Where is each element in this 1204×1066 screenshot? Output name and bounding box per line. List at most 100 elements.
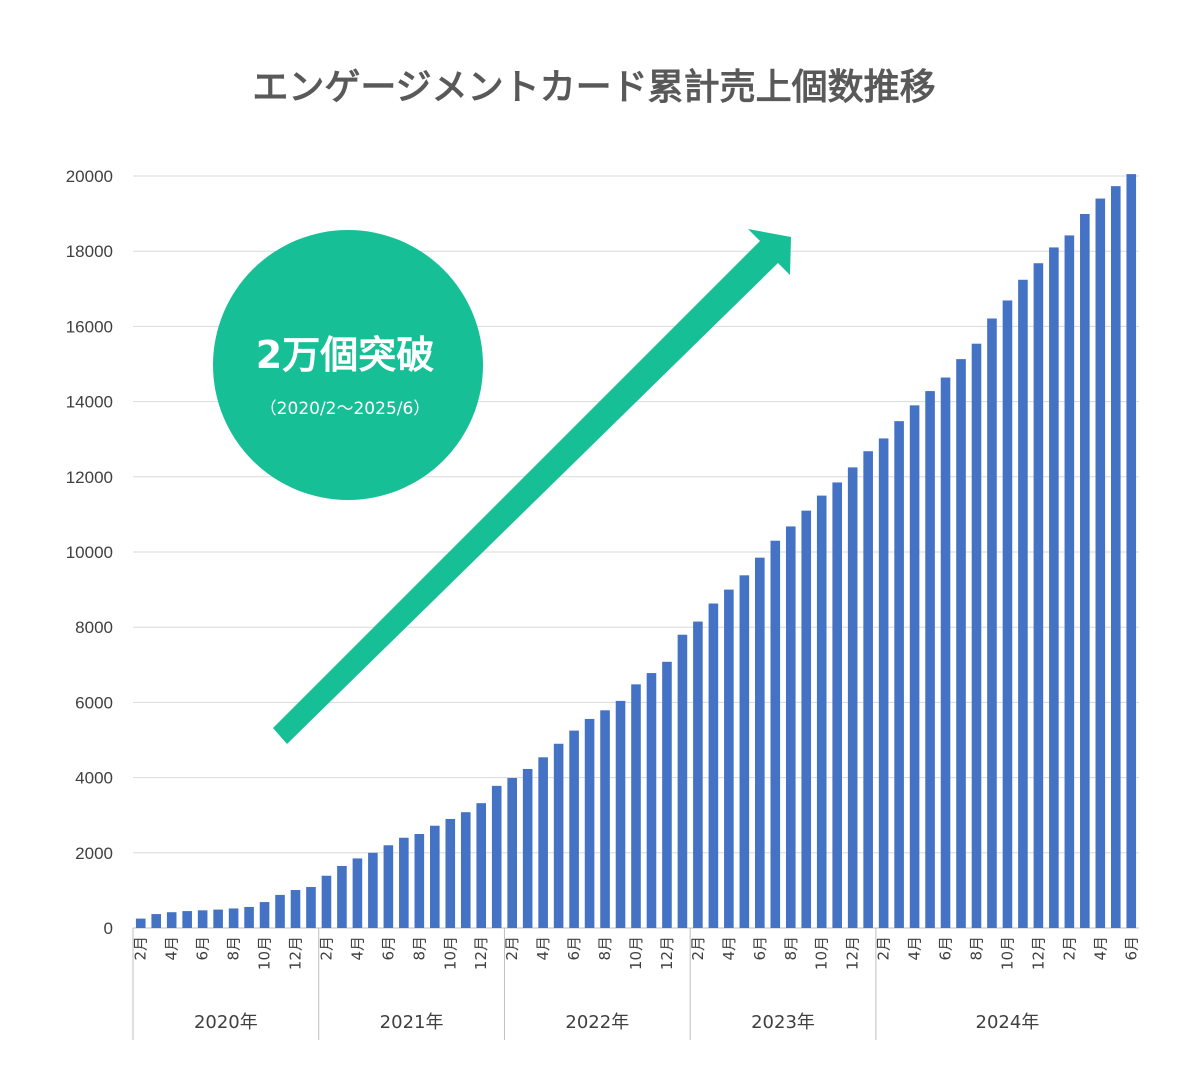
- bar: [259, 902, 270, 928]
- bar: [430, 825, 440, 928]
- year-label: 2020年: [194, 1012, 258, 1033]
- bar: [708, 603, 719, 928]
- bar: [1080, 213, 1090, 928]
- year-label: 2023年: [751, 1012, 815, 1033]
- x-tick-label: 10月: [627, 936, 645, 970]
- x-tick-label: 4月: [1091, 936, 1109, 961]
- x-tick-label: 8月: [967, 936, 985, 961]
- y-tick-label: 2000: [75, 844, 113, 863]
- x-tick-label: 10月: [998, 936, 1016, 970]
- bar: [677, 634, 688, 928]
- bar: [1018, 279, 1028, 928]
- bar: [847, 467, 858, 928]
- y-axis-ticks: 0 2000 4000 6000 8000 10000 12000 14000 16000 180…: [66, 167, 113, 938]
- bar: [507, 777, 517, 928]
- bar: [166, 912, 177, 928]
- growth-arrow: [273, 229, 791, 744]
- bar: [925, 391, 935, 928]
- x-tick-label: 2月: [317, 936, 335, 961]
- bar: [275, 894, 285, 928]
- y-tick-label: 6000: [75, 693, 113, 712]
- y-tick-label: 16000: [66, 317, 113, 336]
- x-tick-label: 12月: [844, 936, 862, 970]
- x-tick-label: 6月: [379, 936, 397, 961]
- x-tick-label: 12月: [1029, 936, 1047, 970]
- x-tick-label: 12月: [287, 936, 305, 970]
- y-tick-label: 14000: [66, 393, 113, 412]
- x-tick-label: 4月: [534, 936, 552, 961]
- x-tick-label: 2月: [875, 936, 893, 961]
- bar: [306, 887, 316, 928]
- bar: [1110, 186, 1121, 929]
- bar: [755, 557, 765, 928]
- x-tick-label: 10月: [441, 936, 459, 970]
- x-tick-label: 6月: [751, 936, 769, 961]
- bar: [445, 818, 456, 928]
- bar: [553, 743, 564, 928]
- bar: [368, 852, 378, 928]
- bar: [1064, 235, 1075, 928]
- bar: [878, 438, 889, 928]
- x-tick-label: 2月: [1060, 936, 1078, 961]
- x-tick-label: 2月: [503, 936, 521, 961]
- bar: [476, 803, 487, 928]
- badge-sub-text: （2020/2～2025/6）: [260, 399, 431, 419]
- year-label: 2024年: [976, 1012, 1040, 1033]
- bar: [460, 812, 471, 928]
- bar: [987, 318, 997, 928]
- bar: [135, 918, 146, 928]
- bar: [399, 837, 409, 928]
- bar: [863, 451, 873, 928]
- bar: [600, 710, 610, 928]
- milestone-badge: 2万個突破 （2020/2～2025/6）: [213, 230, 483, 500]
- x-tick-label: 4月: [348, 936, 366, 961]
- bar: [151, 914, 162, 928]
- x-tick-label: 10月: [256, 936, 274, 970]
- bar: [956, 359, 966, 928]
- badge-main-text: 2万個突破: [256, 333, 434, 377]
- x-tick-label: 6月: [194, 936, 212, 961]
- bar: [569, 730, 579, 928]
- x-tick-label: 4月: [163, 936, 181, 961]
- x-tick-label: 4月: [906, 936, 924, 961]
- y-tick-label: 12000: [66, 468, 113, 487]
- bar: [213, 909, 223, 928]
- bar: [1033, 263, 1044, 928]
- bar: [383, 845, 394, 928]
- bar: [662, 661, 672, 928]
- x-tick-label: 10月: [813, 936, 831, 970]
- bar: [801, 510, 812, 928]
- bar: [491, 785, 502, 928]
- bar: [770, 540, 781, 928]
- bar: [414, 834, 425, 928]
- y-tick-label: 18000: [66, 242, 113, 261]
- x-tick-label: 2月: [689, 936, 707, 961]
- bar: [538, 757, 548, 928]
- bar: [244, 906, 254, 928]
- bar: [615, 700, 626, 928]
- y-tick-label: 0: [104, 919, 113, 938]
- y-tick-label: 20000: [66, 167, 113, 186]
- x-tick-label: 8月: [225, 936, 243, 961]
- bar: [522, 768, 533, 928]
- x-tick-label: 6月: [565, 936, 583, 961]
- bar: [182, 911, 192, 928]
- chart-title: エンゲージメントカード累計売上個数推移: [252, 67, 935, 108]
- bar: [909, 405, 920, 928]
- year-label: 2021年: [380, 1012, 444, 1033]
- arrow-icon: [273, 229, 791, 744]
- x-tick-label: 8月: [410, 936, 428, 961]
- bar: [352, 858, 363, 928]
- bar: [631, 684, 641, 928]
- bar: [290, 890, 301, 928]
- year-label: 2022年: [565, 1012, 629, 1033]
- badge-circle: [213, 230, 483, 500]
- y-tick-label: 8000: [75, 618, 113, 637]
- y-tick-label: 10000: [66, 543, 113, 562]
- x-tick-label: 8月: [596, 936, 614, 961]
- bar: [646, 673, 657, 928]
- bar: [321, 875, 332, 928]
- x-tick-label: 12月: [658, 936, 676, 970]
- bar: [1049, 247, 1059, 928]
- bar: [832, 482, 842, 928]
